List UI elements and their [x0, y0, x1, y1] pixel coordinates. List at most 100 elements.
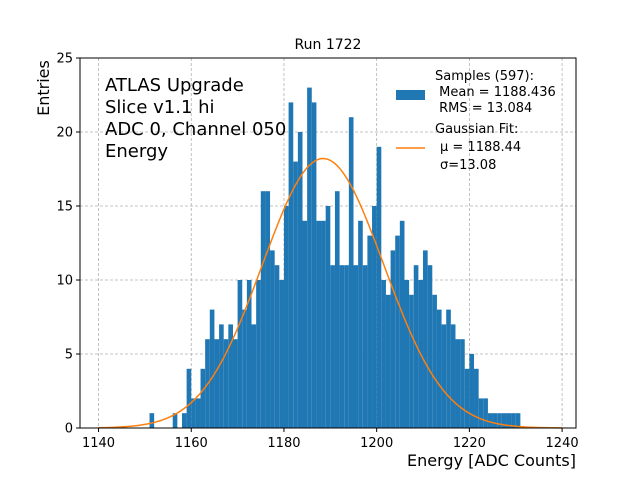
- histogram-bar: [497, 413, 502, 428]
- y-tick-label: 10: [56, 274, 73, 289]
- annotation-line: ATLAS Upgrade: [105, 75, 244, 96]
- histogram-bar: [427, 265, 433, 428]
- x-axis-label: Energy [ADC Counts]: [407, 451, 576, 470]
- histogram-bar: [251, 324, 257, 428]
- histogram-bar: [256, 280, 261, 428]
- histogram-bar: [399, 220, 405, 428]
- y-axis-label: Entries: [34, 60, 53, 116]
- histogram-bar: [293, 161, 298, 428]
- histogram-bar: [372, 206, 377, 428]
- legend-samples-rms: RMS = 13.084: [435, 101, 532, 116]
- histogram-bar: [381, 280, 386, 428]
- histogram-bar: [385, 294, 391, 428]
- histogram-bar: [483, 398, 488, 428]
- histogram-bar: [265, 191, 271, 428]
- y-tick-label: 5: [65, 348, 73, 363]
- histogram-bar: [501, 413, 507, 428]
- histogram-bar: [464, 368, 470, 428]
- histogram-bar: [487, 413, 493, 428]
- legend: Samples (597): Mean = 1188.436 RMS = 13.…: [396, 69, 556, 173]
- histogram-bar: [200, 368, 206, 428]
- histogram-bar: [367, 235, 373, 428]
- histogram-bar: [362, 265, 368, 428]
- histogram-bar: [441, 324, 447, 428]
- histogram-bar: [297, 132, 303, 428]
- histogram-bar: [460, 339, 465, 428]
- histogram-bar: [321, 220, 326, 428]
- x-tick-label: 1180: [267, 436, 300, 451]
- histogram-bar: [344, 265, 349, 428]
- histogram-bar: [515, 413, 521, 428]
- annotation-line: Energy: [105, 141, 168, 162]
- histogram-bar: [288, 102, 294, 429]
- plot-frame: [79, 57, 577, 429]
- y-tick-label: 0: [65, 422, 73, 437]
- histogram-bar: [283, 206, 289, 428]
- histogram-bar: [511, 413, 516, 428]
- histogram-bar: [149, 413, 155, 428]
- histogram-bar: [348, 117, 354, 428]
- legend-fit-title: Gaussian Fit:: [435, 122, 518, 137]
- histogram-bar: [228, 324, 233, 428]
- histogram-bar: [506, 413, 512, 428]
- histogram-bar: [478, 398, 484, 428]
- histogram-bar: [339, 265, 345, 428]
- histogram-bar: [330, 265, 335, 428]
- histogram-bar: [232, 339, 238, 428]
- legend-bars-swatch: [396, 90, 425, 100]
- y-tick-label: 25: [56, 52, 73, 67]
- histogram-bar: [209, 309, 215, 428]
- legend-samples-title: Samples (597):: [435, 69, 534, 84]
- histogram-bar: [242, 309, 247, 428]
- histogram-bar: [279, 280, 284, 428]
- legend-samples-mean: Mean = 1188.436: [435, 85, 556, 100]
- histogram-bar: [246, 280, 252, 428]
- histogram-bar: [390, 250, 396, 428]
- histogram-bar: [404, 280, 410, 428]
- annotation-text: ATLAS Upgrade Slice v1.1 hi ADC 0, Chann…: [105, 75, 286, 162]
- histogram-bar: [302, 220, 308, 428]
- histogram-bar: [376, 146, 382, 429]
- histogram-bar: [316, 220, 322, 428]
- x-tick-label: 1220: [453, 436, 486, 451]
- legend-fit-mu: μ = 1188.44: [440, 140, 521, 155]
- x-tick-label: 1140: [82, 436, 115, 451]
- histogram-bar: [450, 324, 456, 428]
- histogram-bar: [413, 265, 419, 428]
- x-tick-label: 1160: [175, 436, 208, 451]
- histogram-bar: [432, 294, 437, 428]
- histogram-bar: [409, 294, 414, 428]
- x-tick-label: 1240: [546, 436, 579, 451]
- histogram-bar: [469, 354, 475, 428]
- histogram-bar: [214, 339, 220, 428]
- chart-title: Run 1722: [295, 37, 362, 53]
- histogram-bar: [191, 398, 196, 428]
- histogram-bar: [223, 339, 229, 428]
- annotation-line: Slice v1.1 hi: [105, 97, 215, 118]
- histogram-bar: [395, 235, 400, 428]
- histogram-bar: [172, 413, 178, 428]
- y-tick-label: 15: [56, 200, 73, 215]
- histogram-bar: [186, 368, 192, 428]
- histogram-bar: [260, 191, 266, 428]
- gaussian-fit-curve: [98, 157, 563, 429]
- axis-ticks: 1140 1160 1180 1200 1220 1240 0 5 10 15 20 25: [56, 52, 578, 452]
- histogram-bar: [307, 87, 312, 428]
- histogram-bar: [455, 339, 461, 428]
- histogram-bar: [219, 324, 224, 428]
- histogram-bar: [334, 191, 340, 428]
- legend-fit-sigma: σ=13.08: [440, 158, 496, 173]
- histogram-bar: [195, 398, 201, 428]
- y-tick-label: 20: [56, 126, 73, 141]
- histogram-bar: [311, 102, 317, 429]
- histogram-bar: [492, 413, 498, 428]
- histogram-bar: [436, 309, 442, 428]
- histogram-bar: [358, 220, 363, 428]
- histogram-bar: [270, 250, 275, 428]
- histogram-bar: [423, 250, 428, 428]
- histogram-bar: [274, 265, 280, 428]
- histogram-bar: [237, 280, 243, 428]
- histogram-bar: [181, 413, 187, 428]
- histogram-bar: [325, 206, 331, 428]
